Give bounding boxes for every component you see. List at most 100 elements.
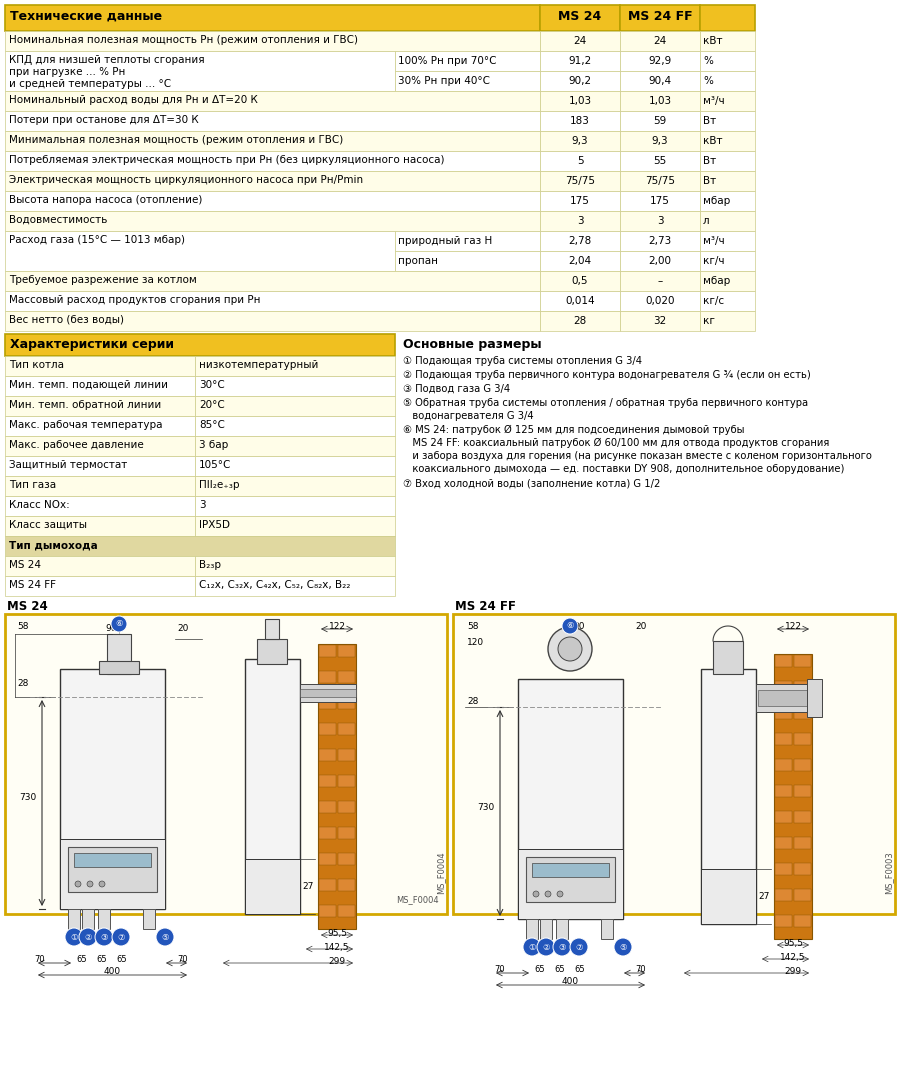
Bar bbox=[318, 644, 356, 929]
Bar bbox=[257, 639, 287, 664]
Text: 24: 24 bbox=[653, 37, 667, 46]
Bar bbox=[395, 251, 540, 271]
Text: Минимальная полезная мощность (режим отопления и ГВС): Минимальная полезная мощность (режим ото… bbox=[9, 135, 343, 145]
Bar bbox=[82, 909, 94, 929]
Text: 28: 28 bbox=[17, 679, 29, 688]
Text: Потребляемая электрическая мощность при Рн (без циркуляционного насоса): Потребляемая электрическая мощность при … bbox=[9, 155, 445, 165]
Text: 85°C: 85°C bbox=[199, 420, 225, 430]
Bar bbox=[5, 211, 540, 231]
Bar bbox=[319, 801, 336, 813]
Circle shape bbox=[95, 928, 113, 946]
Bar bbox=[453, 614, 895, 914]
Bar bbox=[338, 775, 355, 787]
Bar bbox=[775, 837, 792, 850]
Bar bbox=[700, 311, 755, 331]
Text: 142,5: 142,5 bbox=[780, 953, 806, 962]
Bar bbox=[5, 271, 540, 291]
Text: 75/75: 75/75 bbox=[565, 176, 595, 186]
Text: 2,04: 2,04 bbox=[569, 256, 591, 266]
Bar bbox=[775, 759, 792, 771]
Bar bbox=[338, 879, 355, 891]
Circle shape bbox=[614, 938, 632, 956]
Bar bbox=[319, 749, 336, 761]
Bar bbox=[540, 91, 620, 111]
Text: коаксиального дымохода — ед. поставки DY 908, дополнительное оборудование): коаксиального дымохода — ед. поставки DY… bbox=[403, 464, 844, 474]
Bar bbox=[98, 909, 110, 929]
Bar bbox=[5, 416, 195, 436]
Bar bbox=[532, 863, 609, 877]
Text: кг/ч: кг/ч bbox=[703, 256, 724, 266]
Text: ⑦ Вход холодной воды (заполнение котла) G 1/2: ⑦ Вход холодной воды (заполнение котла) … bbox=[403, 478, 661, 488]
Text: 28: 28 bbox=[573, 316, 587, 326]
Bar bbox=[5, 556, 195, 576]
Bar bbox=[540, 191, 620, 211]
Bar bbox=[620, 91, 700, 111]
Text: Мин. темп. подающей линии: Мин. темп. подающей линии bbox=[9, 380, 168, 390]
Circle shape bbox=[111, 616, 127, 632]
Bar bbox=[700, 191, 755, 211]
Bar bbox=[60, 839, 165, 909]
Text: MS 24: MS 24 bbox=[558, 10, 601, 23]
Text: 70: 70 bbox=[35, 955, 45, 964]
Text: Водовместимость: Водовместимость bbox=[9, 215, 107, 224]
Text: MS 24: MS 24 bbox=[7, 600, 48, 613]
Bar bbox=[338, 723, 355, 735]
Bar bbox=[700, 231, 755, 251]
Bar bbox=[620, 251, 700, 271]
Bar bbox=[700, 91, 755, 111]
Text: В₂₃р: В₂₃р bbox=[199, 560, 221, 570]
Bar bbox=[518, 850, 623, 919]
Text: мбар: мбар bbox=[703, 276, 730, 286]
Text: 299: 299 bbox=[328, 957, 346, 966]
Text: Макс. рабочее давление: Макс. рабочее давление bbox=[9, 440, 144, 450]
Text: Основные размеры: Основные размеры bbox=[403, 338, 542, 351]
Text: %: % bbox=[703, 76, 713, 86]
Text: ⑥: ⑥ bbox=[115, 620, 122, 628]
Text: 92,9: 92,9 bbox=[648, 56, 671, 66]
Text: 58: 58 bbox=[467, 622, 479, 632]
Text: 9,3: 9,3 bbox=[652, 136, 669, 146]
Bar bbox=[338, 671, 355, 683]
Text: 0,014: 0,014 bbox=[565, 296, 595, 306]
Text: 90,2: 90,2 bbox=[569, 76, 591, 86]
Circle shape bbox=[537, 938, 555, 956]
Text: ПІІ₂е₊₃р: ПІІ₂е₊₃р bbox=[199, 480, 239, 490]
Text: –: – bbox=[657, 276, 662, 286]
Bar bbox=[540, 131, 620, 151]
Bar bbox=[794, 811, 811, 823]
Text: кг/с: кг/с bbox=[703, 296, 724, 306]
Text: MS 24 FF: MS 24 FF bbox=[455, 600, 516, 613]
Text: 105°C: 105°C bbox=[199, 460, 231, 470]
Text: 5: 5 bbox=[577, 156, 583, 166]
Bar bbox=[5, 355, 195, 376]
Bar bbox=[775, 863, 792, 875]
Text: кВт: кВт bbox=[703, 37, 723, 46]
Text: 730: 730 bbox=[19, 793, 36, 802]
Text: 24: 24 bbox=[573, 37, 587, 46]
Text: Мин. темп. обратной линии: Мин. темп. обратной линии bbox=[9, 400, 161, 410]
Bar bbox=[700, 291, 755, 311]
Text: Защитный термостат: Защитный термостат bbox=[9, 460, 127, 470]
Bar bbox=[5, 436, 195, 456]
Bar bbox=[338, 749, 355, 761]
Bar bbox=[758, 690, 810, 706]
Bar bbox=[526, 857, 615, 902]
Text: ①: ① bbox=[70, 932, 77, 942]
Bar bbox=[700, 71, 755, 91]
Bar bbox=[338, 801, 355, 813]
Bar bbox=[794, 785, 811, 797]
Text: 2,78: 2,78 bbox=[569, 236, 591, 246]
Text: ⑤: ⑤ bbox=[619, 943, 626, 952]
Bar bbox=[68, 847, 157, 892]
Bar bbox=[319, 905, 336, 917]
Bar bbox=[300, 684, 356, 702]
Bar bbox=[794, 915, 811, 927]
Text: 91,2: 91,2 bbox=[569, 56, 591, 66]
Text: MS_F0003: MS_F0003 bbox=[885, 852, 894, 894]
Bar bbox=[620, 311, 700, 331]
Text: 30°C: 30°C bbox=[199, 380, 225, 390]
Bar bbox=[319, 827, 336, 839]
Text: Вт: Вт bbox=[703, 176, 716, 186]
Bar bbox=[395, 71, 540, 91]
Bar bbox=[5, 576, 195, 596]
